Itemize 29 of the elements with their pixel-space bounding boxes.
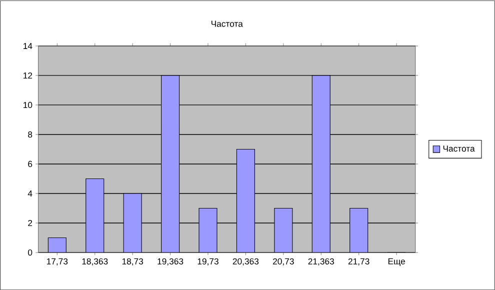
y-tick-label: 6 (28, 160, 32, 167)
bar (274, 208, 293, 252)
y-tick-label: 4 (28, 190, 32, 196)
bar (350, 208, 368, 252)
x-tick-label: 18,73 (122, 258, 144, 266)
x-tick-label: 17,73 (47, 258, 68, 266)
x-tick-label: Еще (388, 258, 405, 266)
bar (236, 148, 255, 252)
y-tick-label: 0 (28, 249, 32, 256)
y-tick-label: 2 (28, 220, 32, 226)
x-tick-label: 21,73 (348, 258, 370, 266)
x-tick-label: 21,363 (308, 258, 334, 266)
chart-title: Частота (211, 20, 243, 27)
bar (312, 75, 330, 252)
x-tick-label: 20,363 (232, 258, 259, 266)
bar (86, 178, 104, 252)
y-tick-label: 14 (24, 42, 32, 49)
bar (198, 208, 218, 252)
bar (48, 237, 66, 252)
y-tick-label: 10 (24, 102, 32, 108)
x-tick-label: 18,363 (82, 258, 108, 266)
y-tick-label: 12 (24, 72, 32, 78)
x-tick-label: 20,73 (273, 258, 294, 266)
bar (161, 75, 180, 252)
bar (123, 193, 142, 252)
x-tick-label: 19,73 (198, 258, 218, 266)
legend-label: Частота (443, 146, 475, 152)
x-tick-label: 19,363 (158, 258, 184, 266)
y-tick-label: 8 (28, 131, 32, 138)
